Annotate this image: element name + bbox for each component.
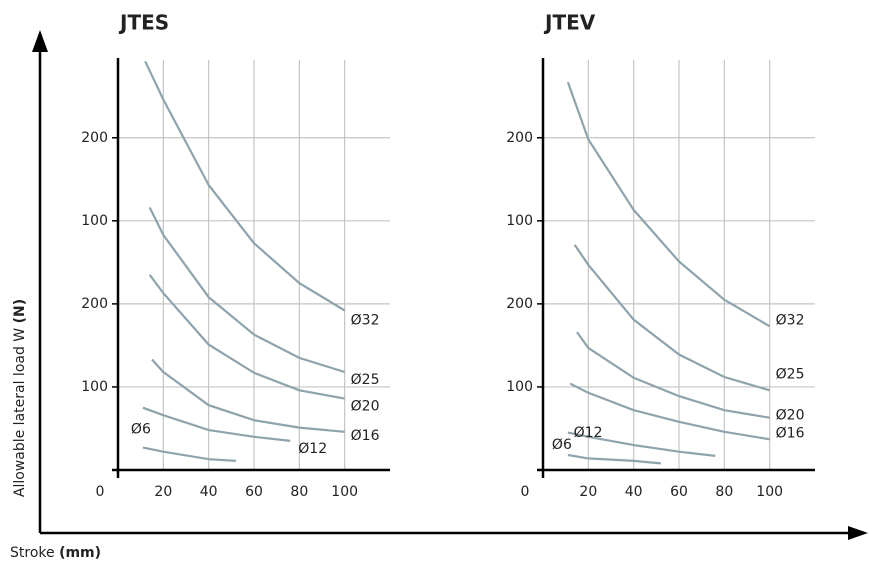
chart-title: JTES: [118, 11, 169, 35]
y-axis-label: Allowable lateral load W (N): [12, 299, 28, 497]
y-tick-label: 100: [81, 213, 108, 229]
series-label: Ø32: [351, 313, 380, 329]
y-tick-label: 100: [81, 379, 108, 395]
series-line: [142, 406, 291, 442]
y-tick-label: 200: [81, 130, 108, 146]
series-line: [142, 446, 236, 462]
series-label: Ø12: [574, 425, 603, 441]
y-tick-label: 200: [506, 130, 533, 146]
x-tick-label: 40: [200, 484, 218, 500]
series-line: [567, 431, 716, 457]
series-line: [576, 331, 770, 419]
x-tick-label: 20: [154, 484, 172, 500]
y-tick-label: 100: [506, 213, 533, 229]
x-tick-label: 80: [715, 484, 733, 500]
chart-title: JTEV: [543, 11, 596, 35]
x-tick-label: 100: [756, 484, 783, 500]
series-label: Ø25: [776, 366, 805, 382]
series-line: [567, 453, 662, 465]
x-arrow: [848, 526, 868, 540]
x-tick-label: 40: [625, 484, 643, 500]
series-label: Ø6: [131, 422, 151, 438]
x-tick-label: 20: [579, 484, 597, 500]
y-label-unit: (N): [12, 299, 28, 324]
y-tick-label: 200: [81, 296, 108, 312]
y-arrow: [32, 30, 48, 52]
y-tick-label: 100: [506, 379, 533, 395]
series-label: Ø25: [351, 372, 380, 388]
series-line: [573, 244, 771, 392]
x-tick-label: 0: [96, 484, 105, 500]
series-label: Ø20: [351, 399, 380, 415]
series-label: Ø12: [298, 441, 327, 457]
x-tick-label: 80: [290, 484, 308, 500]
series-line: [148, 207, 346, 374]
series-line: [569, 382, 770, 441]
x-label-unit: (mm): [59, 545, 101, 561]
x-axis-label: Stroke (mm): [10, 545, 101, 561]
y-label-text: Allowable lateral load W: [12, 323, 28, 497]
series-label: Ø16: [351, 428, 380, 444]
series-label: Ø6: [552, 437, 572, 453]
series-label: Ø32: [776, 312, 805, 328]
x-tick-label: 100: [331, 484, 358, 500]
series-line: [566, 81, 771, 328]
series-line: [148, 274, 345, 400]
series-label: Ø20: [776, 408, 805, 424]
x-tick-label: 0: [521, 484, 530, 500]
series-label: Ø16: [776, 425, 805, 441]
series-line: [151, 358, 345, 433]
y-tick-label: 200: [506, 296, 533, 312]
x-tick-label: 60: [670, 484, 688, 500]
x-tick-label: 60: [245, 484, 263, 500]
x-label-text: Stroke: [10, 545, 59, 561]
series-line: [144, 60, 346, 312]
